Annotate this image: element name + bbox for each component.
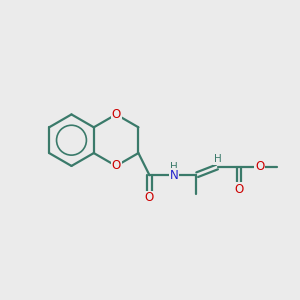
Text: H: H <box>170 162 178 172</box>
Text: O: O <box>145 191 154 205</box>
Text: O: O <box>112 108 121 121</box>
Text: O: O <box>234 183 244 196</box>
Text: O: O <box>255 160 265 173</box>
Text: N: N <box>169 169 178 182</box>
Text: H: H <box>214 154 222 164</box>
Text: O: O <box>112 159 121 172</box>
